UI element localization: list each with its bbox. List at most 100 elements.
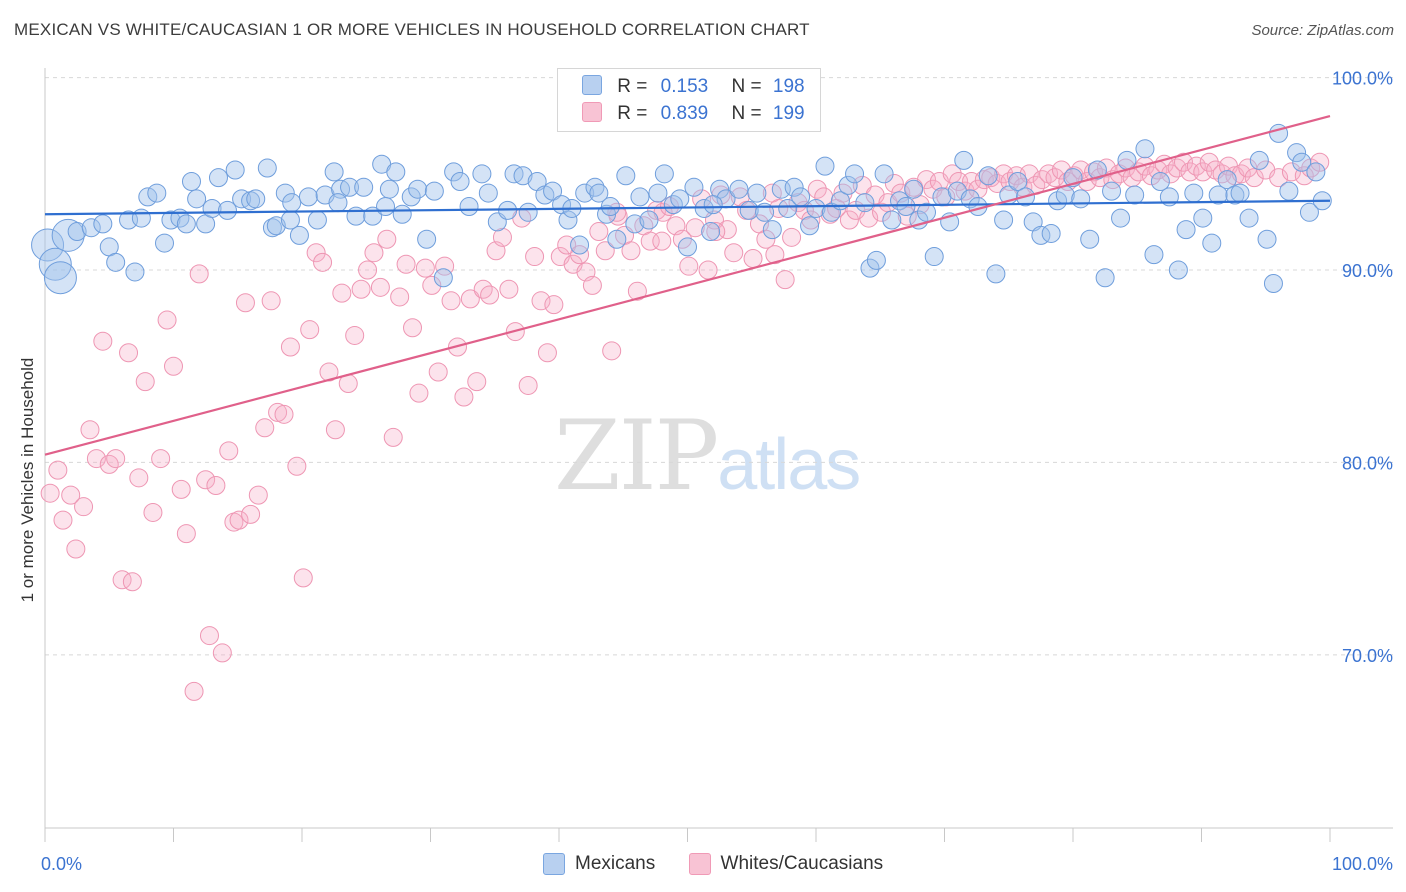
mexicans-point (703, 195, 723, 215)
whites-point (1199, 152, 1219, 172)
mexicans-point (289, 225, 309, 245)
mexicans-point (1299, 202, 1319, 222)
mexicans-point (986, 264, 1006, 284)
whites-point (1051, 160, 1071, 180)
whites-point (93, 331, 113, 351)
whites-point (570, 245, 590, 265)
whites-point (351, 279, 371, 299)
mexicans-point (1168, 260, 1188, 280)
bottom-legend-label-mexicans: Mexicans (575, 853, 656, 874)
whites-point (884, 173, 904, 193)
mexicans-point (882, 210, 902, 230)
mexicans-point (791, 187, 811, 207)
whites-point (647, 200, 667, 220)
mexicans-point (392, 204, 412, 224)
whites-point (942, 164, 962, 184)
whites-point (235, 293, 255, 313)
mexicans-point (607, 229, 627, 249)
whites-point (743, 248, 763, 268)
mexicans-point (575, 183, 595, 203)
mexicans-point (38, 247, 72, 281)
whites-point (480, 285, 500, 305)
y-axis-label-container: 1 or more Vehicles in Household (8, 90, 48, 870)
whites-point (595, 241, 615, 261)
whites-point (711, 185, 731, 205)
mexicans-point (208, 168, 228, 188)
whites-point (1281, 162, 1301, 182)
whites-trend-line (44, 115, 1331, 456)
mexicans-point (155, 233, 175, 253)
mexicans-point (1306, 162, 1326, 182)
chart-title: MEXICAN VS WHITE/CAUCASIAN 1 OR MORE VEH… (14, 20, 810, 39)
mexicans-point (518, 202, 538, 222)
mexicans-point (51, 218, 85, 252)
whites-point (86, 449, 106, 469)
whites-point (293, 568, 313, 588)
whites-point (157, 310, 177, 330)
mexicans-point (1263, 273, 1283, 293)
mexicans-point (678, 237, 697, 257)
mexicans-point (459, 197, 479, 217)
whites-point (621, 241, 641, 261)
whites-point (499, 279, 519, 299)
mexicans-point (570, 235, 590, 255)
whites-point (268, 402, 288, 422)
mexicans-point (747, 183, 767, 203)
y-tick-label: 90.0% (1342, 261, 1393, 281)
mexicans-point (125, 262, 145, 282)
whites-point (53, 510, 73, 530)
whites-point (724, 243, 744, 263)
mexicans-point (386, 162, 406, 182)
mexicans-point (424, 181, 444, 201)
mexicans-point (328, 193, 348, 213)
mexicans-point (1117, 150, 1137, 170)
whites-point (396, 254, 416, 274)
whites-point (261, 291, 281, 311)
whites-point (537, 343, 557, 363)
legend-n-value: 199 (772, 103, 805, 124)
mexicans-point (1095, 268, 1115, 288)
mexicans-point (147, 183, 167, 203)
whites-point (241, 504, 261, 524)
mexicans-point (960, 189, 980, 209)
whites-point (66, 539, 86, 559)
mexicans-point (1217, 170, 1237, 190)
whites-point (765, 245, 785, 265)
mexicans-point (924, 247, 944, 267)
mexicans-point (1008, 172, 1028, 192)
mexicans-point (401, 187, 421, 207)
whites-point (467, 372, 487, 392)
whites-point (775, 270, 795, 290)
watermark: ZIPatlas (554, 400, 861, 512)
mexicans-point (543, 181, 563, 201)
mexicans-point (1257, 229, 1277, 249)
whites-point (184, 681, 204, 701)
mexicans-point (93, 214, 113, 234)
legend-r-label: R = (617, 76, 648, 97)
whites-point (492, 227, 512, 247)
whites-point (48, 460, 68, 480)
mexicans-point (1230, 183, 1250, 203)
whites-point (199, 626, 219, 646)
mexicans-point (181, 172, 201, 192)
mexicans-point (472, 164, 492, 184)
whites-point (332, 283, 352, 303)
whites-point (40, 483, 60, 503)
source-label: Source: ZipAtlas.com (1251, 22, 1394, 39)
mexicans-point (639, 210, 659, 230)
whites-point (358, 260, 378, 280)
mexicans-point (275, 183, 295, 203)
whites-point (196, 470, 216, 490)
whites-point (1301, 158, 1321, 178)
mexicans-point (417, 229, 437, 249)
whites-point (325, 420, 345, 440)
legend-n-label: N = (731, 76, 762, 97)
whites-point (454, 387, 474, 407)
whites-point (106, 449, 126, 469)
whites-point (129, 468, 149, 488)
mexicans-point (1193, 208, 1213, 228)
mexicans-point (954, 150, 974, 170)
mexicans-point (340, 177, 360, 197)
mexicans-point (282, 193, 302, 213)
mexicans-point (600, 197, 620, 217)
